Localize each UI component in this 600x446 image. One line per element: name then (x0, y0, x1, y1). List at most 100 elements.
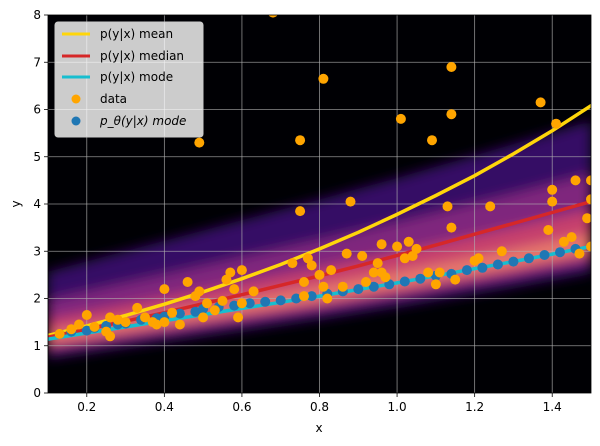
data-point (337, 281, 348, 292)
data-point (446, 222, 457, 233)
legend-model-mode-label: p_θ(y|x) mode (99, 114, 186, 128)
model-mode-point (291, 293, 302, 304)
y-tick-label: 0 (33, 386, 41, 400)
data-point (450, 274, 461, 285)
y-tick-label: 2 (33, 292, 41, 306)
data-point (423, 267, 434, 278)
data-point (306, 260, 317, 271)
model-mode-point (539, 250, 550, 260)
data-point (198, 312, 209, 323)
y-tick-label: 7 (33, 55, 41, 69)
data-point (403, 236, 414, 247)
data-point (74, 319, 84, 330)
model-mode-point (353, 284, 364, 295)
y-tick-label: 1 (33, 339, 41, 353)
data-point (268, 15, 278, 18)
model-mode-point (368, 281, 379, 292)
model-mode-point (81, 325, 92, 336)
data-point (551, 118, 562, 129)
x-tick-label: 0.8 (310, 400, 329, 414)
data-point (159, 317, 170, 328)
data-point (233, 312, 244, 323)
data-point (174, 319, 185, 330)
y-tick-label: 5 (33, 150, 41, 164)
model-mode-point (260, 296, 271, 307)
data-point (380, 272, 391, 283)
data-point (248, 286, 259, 297)
data-point (582, 213, 591, 224)
data-point (586, 241, 591, 252)
data-point (570, 175, 581, 186)
y-axis-label: y (9, 200, 23, 207)
y-tick-label: 3 (33, 244, 41, 258)
data-point (81, 310, 92, 320)
data-point (217, 295, 228, 306)
data-point (473, 253, 484, 264)
data-point (558, 236, 569, 247)
data-point (105, 312, 116, 323)
model-mode-point (275, 295, 286, 306)
data-point (434, 267, 445, 278)
data-point (543, 225, 554, 235)
data-point (194, 286, 205, 297)
data-point (446, 109, 457, 120)
model-mode-point (477, 262, 488, 273)
data-point (225, 267, 236, 278)
data-point (299, 277, 309, 287)
data-point (295, 135, 306, 146)
data-point (357, 251, 368, 261)
data-point (361, 277, 371, 287)
data-point (66, 324, 77, 335)
data-point (295, 206, 306, 217)
x-tick-label: 0.6 (232, 400, 251, 414)
data-point (194, 137, 205, 148)
data-point (54, 328, 65, 339)
data-point (236, 265, 247, 276)
data-point (318, 73, 329, 84)
x-tick-label: 1.2 (465, 400, 484, 414)
model-mode-point (523, 253, 534, 264)
x-axis-label: x (315, 421, 322, 435)
data-point (120, 317, 131, 328)
x-tick-label: 0.2 (77, 400, 96, 414)
data-point (345, 196, 356, 207)
data-point (202, 298, 212, 309)
data-point (112, 314, 123, 325)
legend-data-label: data (100, 92, 127, 106)
data-point (299, 291, 309, 302)
data-point (574, 248, 585, 259)
x-axis-ticks: 0.2 0.4 0.6 0.8 1.0 1.2 1.4 (77, 393, 562, 414)
data-point (132, 302, 143, 313)
legend-model-mode-swatch (71, 116, 81, 126)
data-point (547, 184, 558, 195)
data-point (535, 97, 546, 108)
data-point (586, 194, 591, 205)
data-point (411, 243, 422, 254)
y-tick-label: 8 (33, 8, 41, 22)
model-mode-point (174, 308, 185, 319)
data-point (395, 113, 406, 124)
data-points (54, 15, 591, 342)
data-point (446, 62, 457, 72)
data-point (105, 331, 116, 342)
data-point (182, 277, 193, 287)
model-mode-point (306, 291, 317, 302)
data-point (430, 279, 441, 290)
model-mode-point (461, 265, 472, 276)
data-point (427, 135, 437, 146)
y-axis-ticks: 0 1 2 3 4 5 6 7 8 (33, 8, 48, 400)
data-point (566, 232, 577, 243)
legend: p(y|x) mean p(y|x) median p(y|x) mode da… (54, 21, 204, 138)
data-point (376, 239, 387, 250)
data-point (392, 241, 403, 252)
y-tick-label: 4 (33, 197, 41, 211)
data-point (89, 321, 100, 332)
data-point (442, 201, 453, 212)
model-mode-point (492, 259, 503, 270)
data-point (236, 298, 247, 309)
y-tick-label: 6 (33, 103, 41, 117)
data-point (547, 196, 558, 207)
data-point (399, 253, 410, 264)
legend-data-swatch (71, 94, 81, 104)
